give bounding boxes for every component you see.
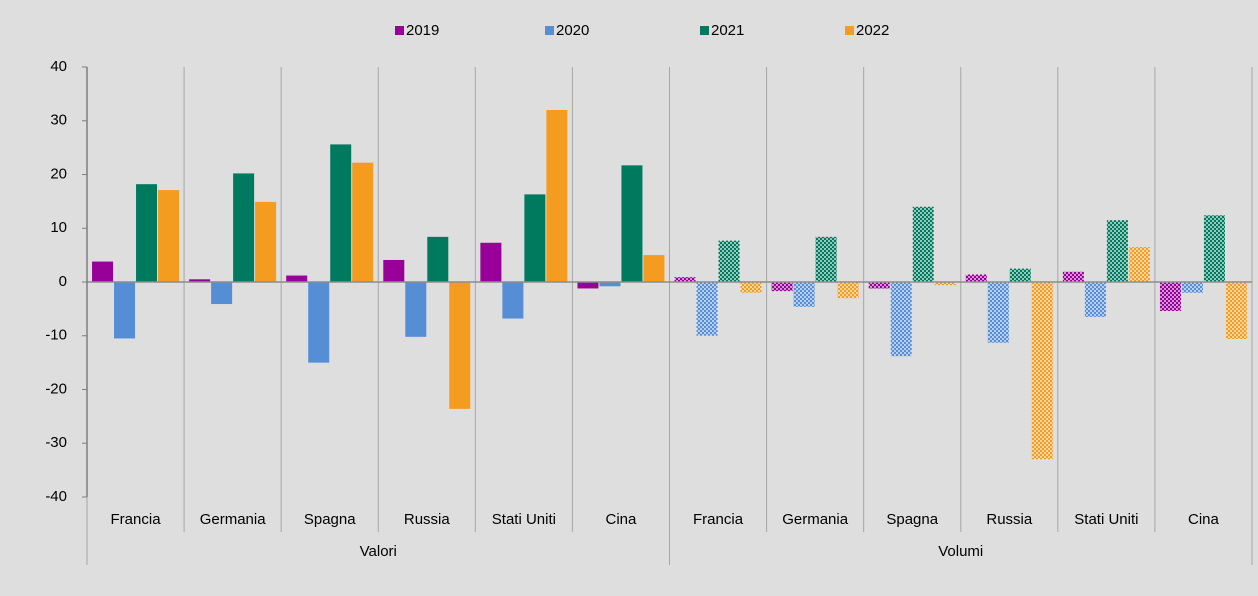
bar bbox=[1203, 215, 1225, 282]
y-tick-label: 40 bbox=[50, 58, 67, 75]
bar bbox=[696, 282, 718, 336]
bar bbox=[621, 165, 643, 282]
bar bbox=[308, 282, 330, 363]
bar bbox=[524, 194, 546, 282]
bar bbox=[965, 274, 987, 282]
bar bbox=[740, 282, 762, 293]
bar bbox=[1009, 268, 1031, 282]
x-tick-label: Stati Uniti bbox=[492, 511, 556, 528]
legend-label: 2021 bbox=[711, 22, 744, 39]
bar bbox=[255, 201, 277, 282]
bar bbox=[1225, 282, 1247, 339]
y-tick-label: 0 bbox=[59, 273, 67, 290]
y-tick-label: -10 bbox=[45, 327, 67, 344]
legend-label: 2020 bbox=[556, 22, 589, 39]
bar bbox=[1181, 282, 1203, 293]
bar bbox=[502, 282, 524, 319]
x-tick-label: Spagna bbox=[886, 511, 938, 528]
bar bbox=[233, 173, 255, 282]
legend-swatch bbox=[845, 26, 854, 35]
x-tick-label: Spagna bbox=[304, 511, 356, 528]
x-tick-label: Cina bbox=[606, 511, 638, 528]
bar bbox=[1106, 220, 1128, 282]
bar bbox=[405, 282, 427, 337]
y-tick-label: 20 bbox=[50, 165, 67, 182]
legend-swatch bbox=[395, 26, 404, 35]
bar bbox=[1084, 282, 1106, 317]
x-tick-label: Germania bbox=[200, 511, 267, 528]
x-tick-label: Francia bbox=[693, 511, 744, 528]
y-tick-label: -20 bbox=[45, 380, 67, 397]
bar bbox=[912, 206, 934, 282]
bar bbox=[793, 282, 815, 307]
bar bbox=[546, 110, 568, 282]
bar bbox=[1062, 271, 1084, 282]
y-tick-label: -30 bbox=[45, 434, 67, 451]
bar bbox=[771, 282, 793, 292]
bar bbox=[352, 162, 374, 282]
bar bbox=[383, 259, 405, 282]
bar bbox=[158, 190, 180, 282]
bar bbox=[480, 242, 502, 282]
bar bbox=[114, 282, 136, 339]
bar bbox=[1031, 282, 1053, 460]
legend-label: 2019 bbox=[406, 22, 439, 39]
group-label: Volumi bbox=[938, 543, 983, 560]
group-label: Valori bbox=[360, 543, 397, 560]
y-tick-label: -40 bbox=[45, 488, 67, 505]
x-tick-label: Cina bbox=[1188, 511, 1220, 528]
bar bbox=[718, 240, 740, 282]
bar bbox=[934, 282, 956, 286]
bar bbox=[449, 282, 471, 409]
bar bbox=[330, 144, 352, 282]
bar bbox=[890, 282, 912, 357]
x-tick-label: Russia bbox=[404, 511, 451, 528]
bar bbox=[1128, 247, 1150, 282]
bar bbox=[599, 282, 621, 287]
x-tick-label: Russia bbox=[986, 511, 1033, 528]
bar bbox=[815, 236, 837, 282]
bar bbox=[868, 282, 890, 289]
bar bbox=[987, 282, 1009, 343]
legend-swatch bbox=[545, 26, 554, 35]
bar bbox=[136, 184, 158, 282]
bar bbox=[92, 261, 114, 282]
bar bbox=[427, 236, 449, 282]
y-tick-label: 30 bbox=[50, 112, 67, 129]
bar bbox=[211, 282, 233, 305]
bar bbox=[674, 277, 696, 282]
x-tick-label: Germania bbox=[782, 511, 849, 528]
bar bbox=[577, 282, 599, 289]
bar bbox=[837, 282, 859, 299]
bar bbox=[1159, 282, 1181, 312]
legend-swatch bbox=[700, 26, 709, 35]
y-tick-label: 10 bbox=[50, 219, 67, 236]
x-tick-label: Stati Uniti bbox=[1074, 511, 1138, 528]
legend-label: 2022 bbox=[856, 22, 889, 39]
bar bbox=[286, 275, 308, 282]
bar bbox=[643, 255, 665, 282]
bar bbox=[189, 279, 211, 282]
x-tick-label: Francia bbox=[111, 511, 162, 528]
